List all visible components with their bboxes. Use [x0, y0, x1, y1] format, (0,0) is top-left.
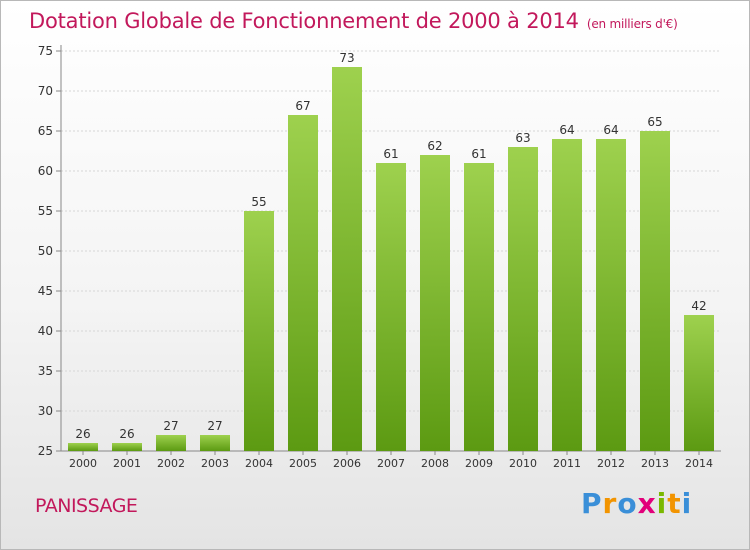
logo-letter: t [667, 487, 682, 520]
data-labels: 26 26 27 27 55 67 73 61 62 61 63 64 64 65 42 [75, 51, 706, 441]
proxiti-logo[interactable]: Proxiti [581, 487, 692, 520]
y-tick-label: 30 [38, 404, 53, 418]
x-tick-label: 2007 [377, 457, 405, 470]
x-tick-label: 2005 [289, 457, 317, 470]
bar-2007 [376, 163, 406, 451]
x-tick-label: 2014 [685, 457, 713, 470]
data-label: 26 [119, 427, 134, 441]
bar-2000 [68, 443, 98, 451]
chart-title: Dotation Globale de Fonctionnement de 20… [29, 9, 678, 33]
x-tick-label: 2012 [597, 457, 625, 470]
x-tick-label: 2006 [333, 457, 361, 470]
y-tick-label: 40 [38, 324, 53, 338]
x-tick-label: 2013 [641, 457, 669, 470]
logo-letter: x [637, 487, 657, 520]
bar-2004 [244, 211, 274, 451]
data-label: 63 [515, 131, 530, 145]
bars [68, 67, 714, 451]
data-label: 67 [295, 99, 310, 113]
title-text: Dotation Globale de Fonctionnement de 20… [29, 9, 579, 33]
data-label: 62 [427, 139, 442, 153]
logo-letter: P [581, 487, 603, 520]
logo-letter: o [617, 487, 638, 520]
logo-letter: i [656, 487, 668, 520]
y-tick-label: 60 [38, 164, 53, 178]
x-tick-label: 2008 [421, 457, 449, 470]
bar-2011 [552, 139, 582, 451]
bar-2006 [332, 67, 362, 451]
data-label: 27 [207, 419, 222, 433]
y-tick-label: 50 [38, 244, 53, 258]
data-label: 65 [647, 115, 662, 129]
data-label: 64 [603, 123, 618, 137]
bar-2012 [596, 139, 626, 451]
data-label: 61 [383, 147, 398, 161]
x-tick-label: 2002 [157, 457, 185, 470]
title-unit: (en milliers d'€) [586, 17, 678, 31]
data-label: 61 [471, 147, 486, 161]
data-label: 26 [75, 427, 90, 441]
y-tick-label: 65 [38, 124, 53, 138]
y-tick-label: 35 [38, 364, 53, 378]
data-label: 55 [251, 195, 266, 209]
x-tick-label: 2004 [245, 457, 273, 470]
bar-2001 [112, 443, 142, 451]
data-label: 64 [559, 123, 574, 137]
x-tick-label: 2003 [201, 457, 229, 470]
data-label: 42 [691, 299, 706, 313]
bar-2013 [640, 131, 670, 451]
y-tick-label: 75 [38, 44, 53, 58]
y-tick-label: 70 [38, 84, 53, 98]
y-tick-label: 45 [38, 284, 53, 298]
x-tick-label: 2011 [553, 457, 581, 470]
bar-2010 [508, 147, 538, 451]
bar-2002 [156, 435, 186, 451]
data-label: 27 [163, 419, 178, 433]
data-label: 73 [339, 51, 354, 65]
bar-2014 [684, 315, 714, 451]
bar-2005 [288, 115, 318, 451]
x-tick-label: 2001 [113, 457, 141, 470]
x-tick-label: 2000 [69, 457, 97, 470]
logo-letter: r [602, 487, 618, 520]
commune-name: PANISSAGE [35, 495, 138, 517]
bar-2003 [200, 435, 230, 451]
bar-2009 [464, 163, 494, 451]
logo-letter: i [681, 487, 693, 520]
bar-2008 [420, 155, 450, 451]
y-tick-label: 25 [38, 444, 53, 458]
x-tick-label: 2010 [509, 457, 537, 470]
y-tick-label: 55 [38, 204, 53, 218]
x-tick-label: 2009 [465, 457, 493, 470]
